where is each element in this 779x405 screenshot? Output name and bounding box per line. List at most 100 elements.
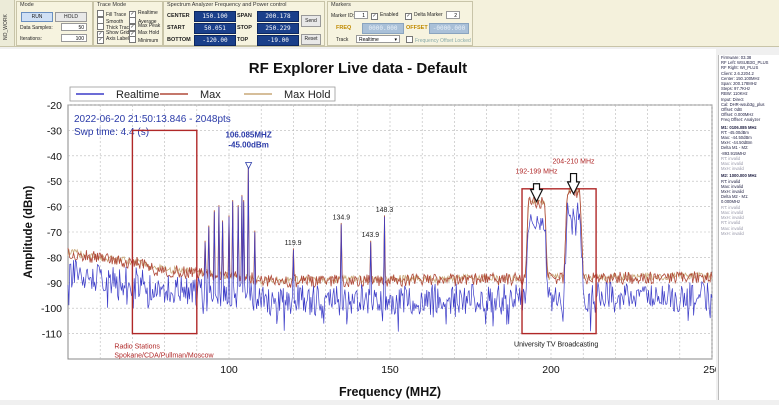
axis-labels-checkbox[interactable]: ✓ Axis Labels bbox=[97, 36, 132, 44]
max-hold-trace bbox=[67, 164, 713, 286]
marker2-line: Max: invalid bbox=[721, 183, 744, 189]
track-label: Track bbox=[336, 37, 349, 43]
info-line: RF Right: WI_PLUS bbox=[721, 65, 759, 71]
info-line: Steps: 97.7KHz bbox=[721, 86, 751, 92]
delta-marker-checkbox[interactable]: ✓ Delta Marker bbox=[405, 12, 443, 20]
x-tick-label: 200 bbox=[542, 364, 560, 376]
marker1-line: RT: invalid bbox=[721, 155, 741, 161]
marker-id-label: Marker ID: bbox=[331, 13, 355, 19]
checkbox-icon bbox=[406, 36, 413, 43]
vertical-tab[interactable]: NO_WORK bbox=[0, 0, 15, 46]
iterations-input[interactable]: 100 bbox=[61, 34, 87, 42]
iterations-label: Iterations: bbox=[20, 36, 42, 42]
start-input[interactable]: 50.051 bbox=[194, 23, 236, 34]
band1-arrow-icon bbox=[529, 183, 544, 203]
data-samples-input[interactable]: 50 bbox=[61, 23, 87, 31]
marker-freq-label: 106.085MHZ bbox=[225, 131, 271, 140]
info-line: Center: 150.100MHz bbox=[721, 75, 760, 81]
sweep-time-label: Swp time: 4.4 (s) bbox=[74, 127, 149, 138]
band1-label: 192-199 MHz bbox=[515, 169, 558, 176]
marker-id-input[interactable]: 1 bbox=[354, 11, 368, 19]
y-tick-label: -110 bbox=[42, 329, 62, 341]
marker2-line: Max: invalid bbox=[721, 209, 744, 215]
tv-broadcast-label: University TV Broadcasting bbox=[514, 342, 598, 349]
x-tick-label: 150 bbox=[381, 364, 399, 376]
y-tick-label: -100 bbox=[41, 303, 62, 315]
info-line: Client: 2.6.2204.2 bbox=[721, 70, 754, 76]
info-line: Offset: 0dB bbox=[721, 107, 742, 113]
y-tick-label: -30 bbox=[47, 125, 62, 137]
chart-title: RF Explorer Live data - Default bbox=[249, 60, 467, 77]
x-tick-label: 250 bbox=[703, 364, 716, 376]
hold-button[interactable]: HOLD bbox=[55, 12, 87, 22]
span-input[interactable]: 200.178 bbox=[257, 11, 299, 22]
average-checkbox[interactable]: Average bbox=[129, 16, 157, 25]
realtime-trace bbox=[67, 165, 713, 332]
thick-trace-checkbox[interactable]: Thick Trace bbox=[97, 23, 132, 31]
chart-legend: Realtime Max Max Hold bbox=[69, 86, 336, 102]
x-tick-label: 100 bbox=[220, 364, 238, 376]
stop-input[interactable]: 250.229 bbox=[257, 23, 299, 34]
marker2-line: RT: invalid bbox=[721, 220, 741, 226]
y-tick-label: -50 bbox=[47, 176, 62, 188]
marker1-line: Max: -44.50dBm bbox=[721, 135, 752, 141]
marker2-line: RT: invalid bbox=[721, 178, 741, 184]
track-select[interactable]: Realtime ▾ bbox=[356, 35, 400, 43]
legend-label: Max Hold bbox=[284, 89, 330, 101]
spectrum-chart: RF Explorer Live data - Default Realtime… bbox=[0, 49, 721, 400]
marker2-line: MxH: invalid bbox=[721, 189, 744, 195]
marker2-line: RT: invalid bbox=[721, 204, 741, 210]
checkbox-checked-icon: ✓ bbox=[371, 13, 378, 20]
chart-axes: -20 -30 -40 -50 -60 -70 -80 -90 -100 -110 100 150 20… bbox=[23, 100, 721, 399]
offset-input[interactable]: -0000.000 bbox=[429, 23, 469, 34]
markers-title: Markers bbox=[331, 2, 351, 8]
chart-traces bbox=[67, 164, 713, 332]
frequency-offset-locked-checkbox[interactable]: Frequency Offset Locked bbox=[406, 36, 471, 44]
marker1-title: M1: 0106.085 MHz bbox=[721, 124, 757, 130]
marker1-line: MxH: invalid bbox=[721, 166, 744, 172]
band2-arrow-icon bbox=[566, 172, 581, 196]
marker1-line: Delta M1 - M2: bbox=[721, 145, 749, 151]
delta-marker-id-input[interactable]: 2 bbox=[446, 11, 460, 19]
peak-label: 148.3 bbox=[376, 207, 394, 214]
enabled-checkbox[interactable]: ✓ Enabled bbox=[371, 12, 399, 20]
bottom-label: BOTTOM bbox=[167, 37, 191, 43]
top-label: TOP bbox=[237, 37, 249, 43]
reset-button[interactable]: Reset bbox=[301, 34, 321, 45]
y-tick-label: -80 bbox=[47, 252, 62, 264]
checkbox-icon bbox=[129, 16, 136, 24]
bottom-input[interactable]: -120.00 bbox=[194, 35, 236, 46]
freq-input[interactable]: 0000.000 bbox=[362, 23, 404, 34]
send-button[interactable]: Send bbox=[301, 15, 321, 27]
chart-annotations: 2022-06-20 21:50:13.846 - 2048pts Swp tim… bbox=[74, 114, 598, 360]
marker1-line: RT: -45.00dBm bbox=[721, 129, 749, 135]
center-input[interactable]: 150.100 bbox=[194, 11, 236, 22]
info-line: Firmware: 03.38 bbox=[721, 55, 752, 60]
control-toolbar: NO_WORK Mode RUN HOLD Data Samples: 50 I… bbox=[0, 0, 779, 47]
top-input[interactable]: -19.00 bbox=[257, 35, 299, 46]
info-line: RBW: 110KHz bbox=[721, 91, 748, 97]
mode-group: Mode RUN HOLD Data Samples: 50 Iteration… bbox=[16, 1, 93, 46]
peak-label: 134.9 bbox=[333, 214, 351, 221]
minimum-checkbox[interactable]: Minimum bbox=[129, 36, 158, 44]
marker-triangle-icon bbox=[244, 162, 253, 170]
spectrum-control-title: Spectrum Analyzer Frequency and Power co… bbox=[167, 2, 287, 8]
marker1-line: Max: invalid bbox=[721, 161, 744, 167]
legend-label: Realtime bbox=[116, 89, 159, 101]
checkbox-icon bbox=[129, 36, 136, 43]
marker2-line: 0.000MHz bbox=[721, 199, 741, 205]
chart-grid bbox=[67, 104, 713, 360]
spectrum-control-group: Spectrum Analyzer Frequency and Power co… bbox=[163, 1, 325, 46]
y-axis-label: Amplitude (dBm) bbox=[23, 186, 35, 279]
tv-broadcast-box bbox=[521, 188, 597, 335]
radio-stations-sublabel: Spokane/CDA/Pullman/Moscow bbox=[114, 353, 214, 360]
run-button[interactable]: RUN bbox=[21, 12, 53, 22]
y-tick-label: -90 bbox=[47, 278, 62, 290]
markers-group: Markers Marker ID: 1 ✓ Enabled ✓ Delta Mar… bbox=[327, 1, 473, 46]
center-label: CENTER bbox=[167, 13, 190, 19]
span-label: SPAN bbox=[237, 13, 252, 19]
data-samples-label: Data Samples: bbox=[20, 25, 53, 31]
peak-label: 119.9 bbox=[285, 240, 302, 247]
checkbox-checked-icon: ✓ bbox=[97, 37, 104, 44]
marker2-line: MxH: invalid bbox=[721, 215, 744, 221]
